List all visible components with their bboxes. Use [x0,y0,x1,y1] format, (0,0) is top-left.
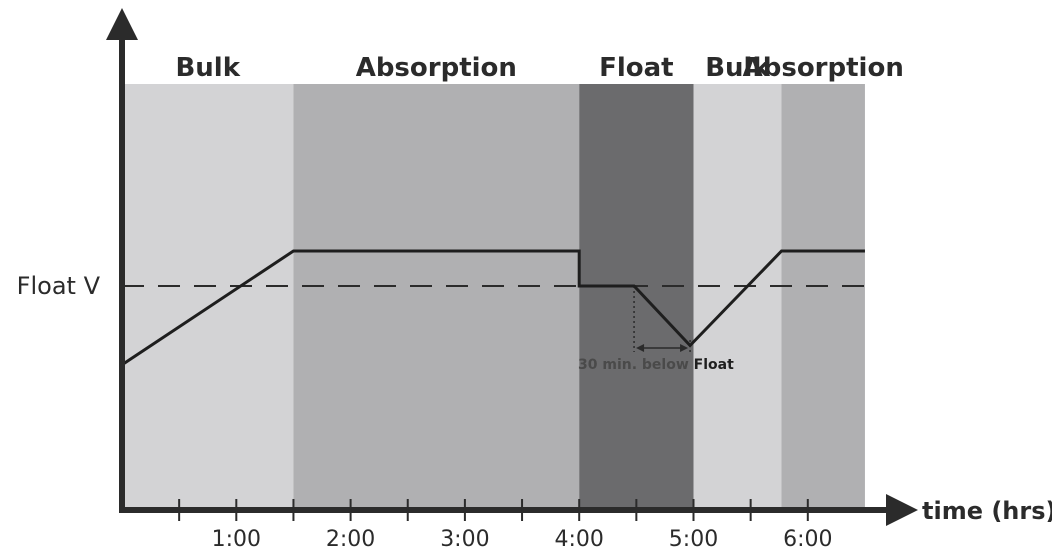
y-axis [106,8,138,510]
x-tick-label-1: 1:00 [212,527,261,552]
stage-label-5: Absorption [743,53,904,83]
annotation-text: 30 min. below Float [578,357,734,373]
voltage-profile-line [121,249,865,366]
x-tick-label-3: 3:00 [440,527,489,552]
x-axis [119,494,918,526]
stage-band-1 [122,84,294,507]
x-axis-arrow-icon [886,494,918,526]
x-tick-label-2: 2:00 [326,527,375,552]
x-axis-title: time (hrs) [922,497,1052,525]
stage-label-4: Bulk [705,53,770,83]
x-tick-label-6: 6:00 [783,527,832,552]
x-tick-label-4: 4:00 [554,527,603,552]
x-tick-label-5: 5:00 [669,527,718,552]
y-axis-arrow-icon [106,8,138,40]
stage-band-2 [293,84,580,507]
stage-band-3 [579,84,694,507]
stage-band-5 [781,84,865,507]
stage-label-3: Float [599,53,674,83]
stage-label-2: Absorption [356,53,517,83]
float-voltage-label: Float V [17,272,101,300]
arrowhead-right-icon [680,344,689,352]
x-axis-ticks [178,499,809,521]
stage-bands [122,84,865,507]
x-axis-tick-labels: 1:00 2:00 3:00 4:00 5:00 6:00 [212,527,833,552]
below-float-annotation: 30 min. below Float [578,286,734,373]
arrowhead-left-icon [636,344,645,352]
stage-label-1: Bulk [175,53,240,83]
